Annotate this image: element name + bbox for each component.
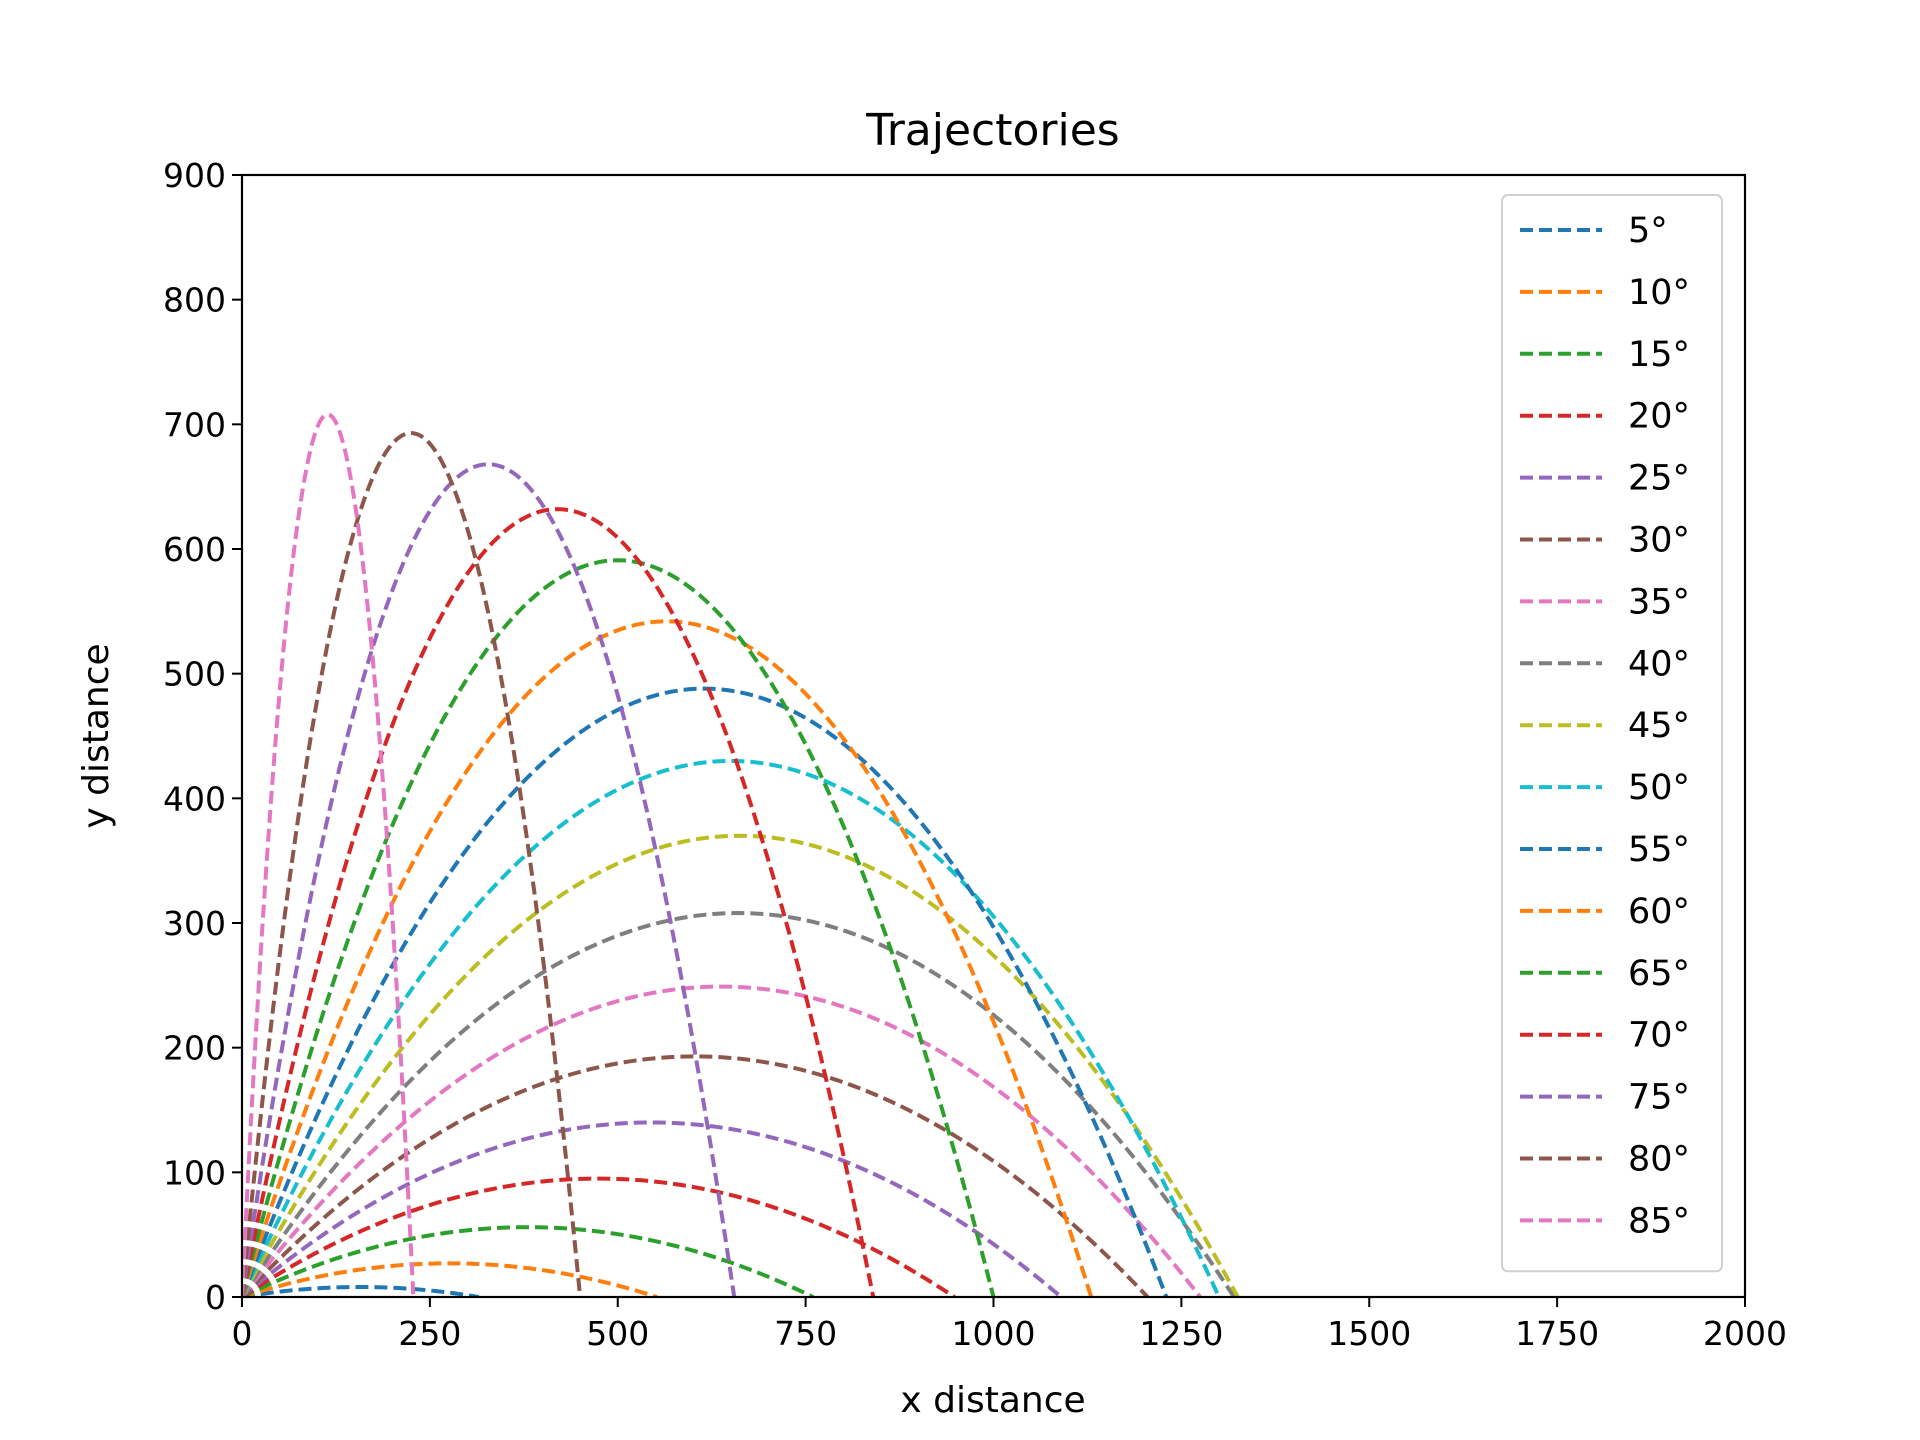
series-line [242,758,1221,1297]
legend-label: 40° [1628,644,1690,684]
legend-label: 30° [1628,521,1690,561]
legend-label: 55° [1628,830,1690,870]
legend-label: 15° [1628,335,1690,375]
x-axis-label: x distance [900,1380,1085,1421]
x-tick-label: 1250 [1139,1314,1223,1353]
series-line [242,911,1236,1297]
legend-label: 70° [1628,1016,1690,1056]
legend-label: 35° [1628,582,1690,622]
chart-title: Trajectories [865,105,1119,156]
y-tick-label: 600 [163,530,226,569]
series-line [242,1120,1063,1297]
x-tick-label: 250 [398,1314,461,1353]
series-layer [242,412,1240,1297]
x-tick-label: 2000 [1703,1314,1787,1353]
series-line [242,1054,1150,1297]
y-axis-label: y distance [76,643,117,828]
series-line [242,507,876,1297]
x-tick-label: 1750 [1515,1314,1599,1353]
legend-label: 45° [1628,706,1690,746]
legend-label: 50° [1628,768,1690,808]
legend-label: 60° [1628,892,1690,932]
series-line [242,833,1240,1297]
x-tick-label: 500 [586,1314,649,1353]
series-line [242,1261,658,1297]
series-line [242,558,996,1297]
legend-box [1501,194,1723,1273]
legend-label: 5° [1628,211,1668,251]
x-tick-label: 1500 [1327,1314,1411,1353]
legend-label: 80° [1628,1140,1690,1180]
series-line [242,984,1202,1297]
legend-label: 20° [1628,397,1690,437]
y-tick-label: 900 [163,156,226,195]
y-tick-label: 100 [163,1153,226,1192]
series-line [242,1176,956,1297]
y-tick-label: 700 [163,405,226,444]
legend-label: 75° [1628,1078,1690,1118]
y-axis: 0 100 200 300 400 500 600 700 800 900 [163,156,242,1317]
series-line [242,1285,480,1297]
y-tick-label: 200 [163,1029,226,1068]
series-line [242,1225,815,1297]
y-tick-label: 0 [205,1278,226,1317]
series-line [242,619,1094,1297]
legend-label: 25° [1628,459,1690,499]
x-tick-label: 1000 [952,1314,1036,1353]
legend: 5° 10° 15° 20° 25° 30° 35° 40° 45° 50° 55° 60° 65° 70… [1501,194,1723,1273]
series-line [242,431,583,1297]
y-tick-label: 400 [163,779,226,818]
x-tick-label: 750 [774,1314,837,1353]
legend-label: 10° [1628,273,1690,313]
legend-label: 65° [1628,954,1690,994]
y-tick-label: 500 [163,655,226,694]
y-tick-label: 800 [163,281,226,320]
x-axis: 0 250 500 750 1000 1250 1500 1750 2000 [232,1297,1787,1353]
legend-label: 85° [1628,1201,1690,1241]
y-tick-label: 300 [163,904,226,943]
x-tick-label: 0 [232,1314,253,1353]
